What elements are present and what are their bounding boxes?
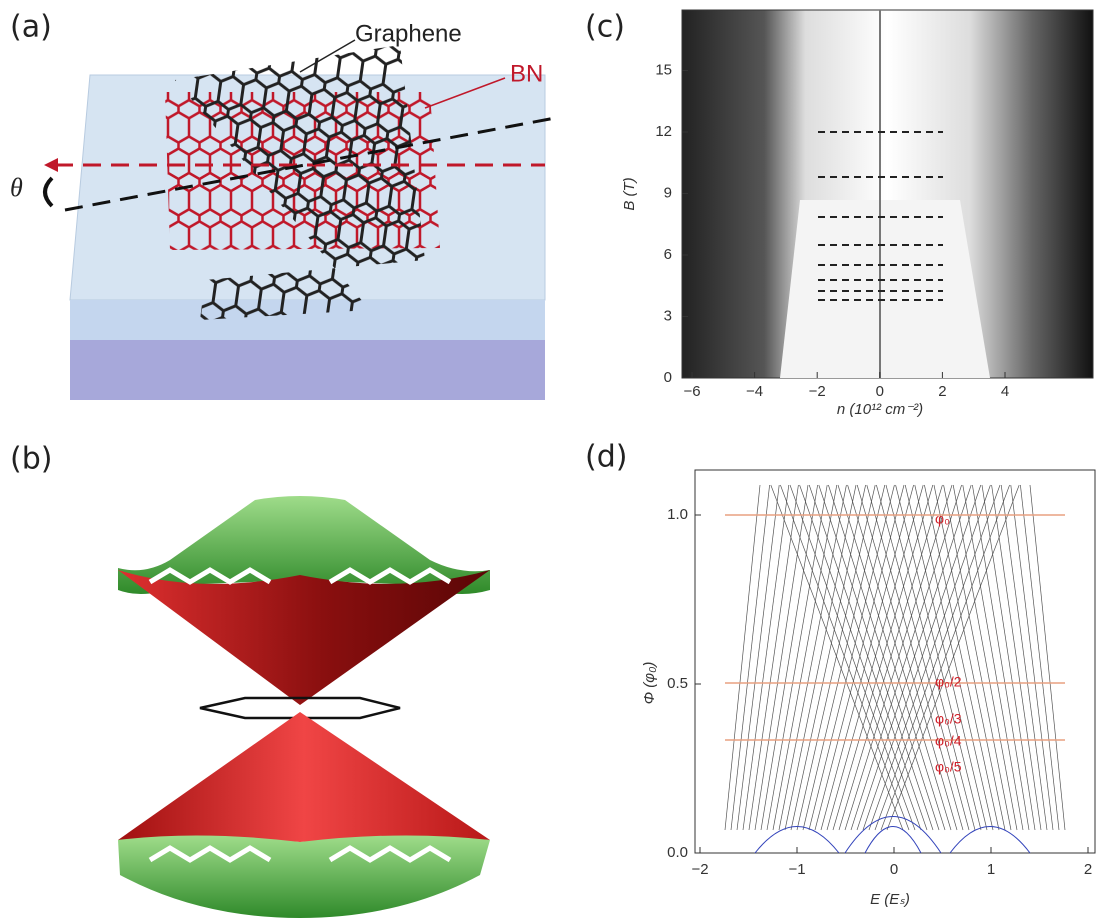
spectrum-line — [789, 484, 916, 831]
spectrum-line — [862, 484, 982, 831]
spectrum-line — [981, 484, 1036, 831]
spectrum-line — [802, 484, 886, 831]
spectrum-line — [748, 484, 799, 831]
spectrum-line — [770, 484, 904, 831]
spectrum-line — [1020, 484, 1060, 831]
panel-c: (c) n (10¹² cm⁻²) B (T) −6 −4 −2 0 2 4 0 3 6 9 12 1… — [585, 9, 1094, 418]
spectrum-line — [828, 484, 940, 831]
spectrum-line — [991, 484, 1042, 831]
spectrum-line — [778, 484, 847, 831]
spectrum-line — [1000, 484, 1048, 831]
spectrum-line — [790, 484, 866, 831]
panel-label: (a) — [10, 10, 52, 45]
spectrum-line — [866, 484, 964, 831]
spectrum-line — [1010, 484, 1054, 831]
spectrum-line — [886, 484, 1020, 831]
x-tick-label: −1 — [788, 861, 805, 878]
spectrum-line — [742, 484, 790, 831]
annotation: φ₀ — [935, 511, 950, 527]
x-tick-label: 0 — [890, 861, 898, 878]
y-tick-label: 3 — [664, 307, 672, 324]
x-tick-label: 2 — [938, 383, 946, 400]
spectrum-line — [972, 484, 1030, 831]
spectrum-line — [796, 484, 876, 831]
y-tick-label: 0.5 — [667, 675, 688, 692]
spectrum-line — [856, 484, 972, 831]
x-tick-label: 2 — [1084, 861, 1092, 878]
panel-label: (c) — [585, 10, 625, 45]
spectrum-line — [874, 484, 1001, 831]
spectrum-line — [837, 484, 946, 831]
annotation: Graphene — [355, 20, 462, 47]
annotation: φ₀/2 — [935, 674, 962, 690]
spectrum-line — [885, 484, 976, 831]
x-tick-label: −2 — [691, 861, 708, 878]
y-axis-label: Φ (φ₀) — [641, 662, 658, 705]
spectrum-line — [895, 484, 982, 831]
spectrum-line — [736, 484, 780, 831]
x-tick-label: −4 — [746, 383, 763, 400]
spectrum-line — [730, 484, 770, 831]
spectrum-line — [724, 484, 761, 831]
x-tick-label: 4 — [1001, 383, 1009, 400]
spectrum-line — [780, 484, 910, 831]
y-tick-label: 12 — [655, 123, 672, 140]
x-axis-label: n (10¹² cm⁻²) — [837, 401, 923, 418]
y-axis-label: B (T) — [621, 177, 638, 210]
spectrum-line — [952, 484, 1018, 831]
x-tick-label: 1 — [987, 861, 995, 878]
annotation: BN — [510, 60, 543, 87]
spectrum-line — [838, 484, 943, 831]
panel-d: (d) E (Eₛ) Φ (φ₀) −2 −1 0 1 2 0.0 0.5 1.0 φ₀ φ₀/2… — [585, 440, 1096, 908]
annotation: φ₀/3 — [935, 711, 962, 727]
panel-b: (b) — [10, 442, 490, 918]
spectrum-line — [808, 484, 895, 831]
x-tick-label: −6 — [683, 383, 700, 400]
spectrum-line — [856, 484, 958, 831]
spectrum-line — [760, 484, 818, 831]
y-tick-label: 9 — [664, 184, 672, 201]
spectrum-line — [924, 484, 1000, 831]
spectrum-line — [784, 484, 857, 831]
y-tick-label: 1.0 — [667, 506, 688, 523]
spectrum-line — [832, 484, 934, 831]
spectrum-line — [766, 484, 828, 831]
spectrum-line — [772, 484, 838, 831]
spectrum-line — [754, 484, 809, 831]
spectrum-line — [850, 484, 962, 831]
spectrum-line — [876, 484, 970, 831]
annotation: θ — [10, 173, 23, 202]
annotation: φ₀/4 — [935, 733, 962, 749]
y-tick-label: 6 — [664, 246, 672, 263]
spectrum-line — [799, 484, 922, 831]
spectrum-line — [814, 484, 905, 831]
x-axis-label: E (Eₛ) — [870, 891, 910, 908]
annotation: φ₀/5 — [935, 759, 962, 775]
spectrum-line — [962, 484, 1024, 831]
spectrum-line — [826, 484, 924, 831]
y-tick-label: 15 — [655, 61, 672, 78]
panel-label: (b) — [10, 442, 52, 477]
spectrum-line — [818, 484, 934, 831]
spectrum-line — [808, 484, 928, 831]
y-tick-label: 0.0 — [667, 844, 688, 861]
spectrum-line — [868, 484, 991, 831]
spectrum-line — [943, 484, 1012, 831]
spectrum-line — [880, 484, 1010, 831]
panel-label: (d) — [585, 440, 627, 475]
x-tick-label: 0 — [876, 383, 884, 400]
spectrum-line — [904, 484, 988, 831]
panel-a: (a) Graphene BN θ — [10, 10, 556, 400]
spectrum-line — [1029, 484, 1066, 831]
spectrum-line — [933, 484, 1006, 831]
spectrum-line — [820, 484, 914, 831]
spectrum-line — [847, 484, 952, 831]
spectrum-line — [844, 484, 953, 831]
spectrum-line — [914, 484, 994, 831]
y-tick-label: 0 — [664, 369, 672, 386]
x-tick-label: −2 — [809, 383, 826, 400]
